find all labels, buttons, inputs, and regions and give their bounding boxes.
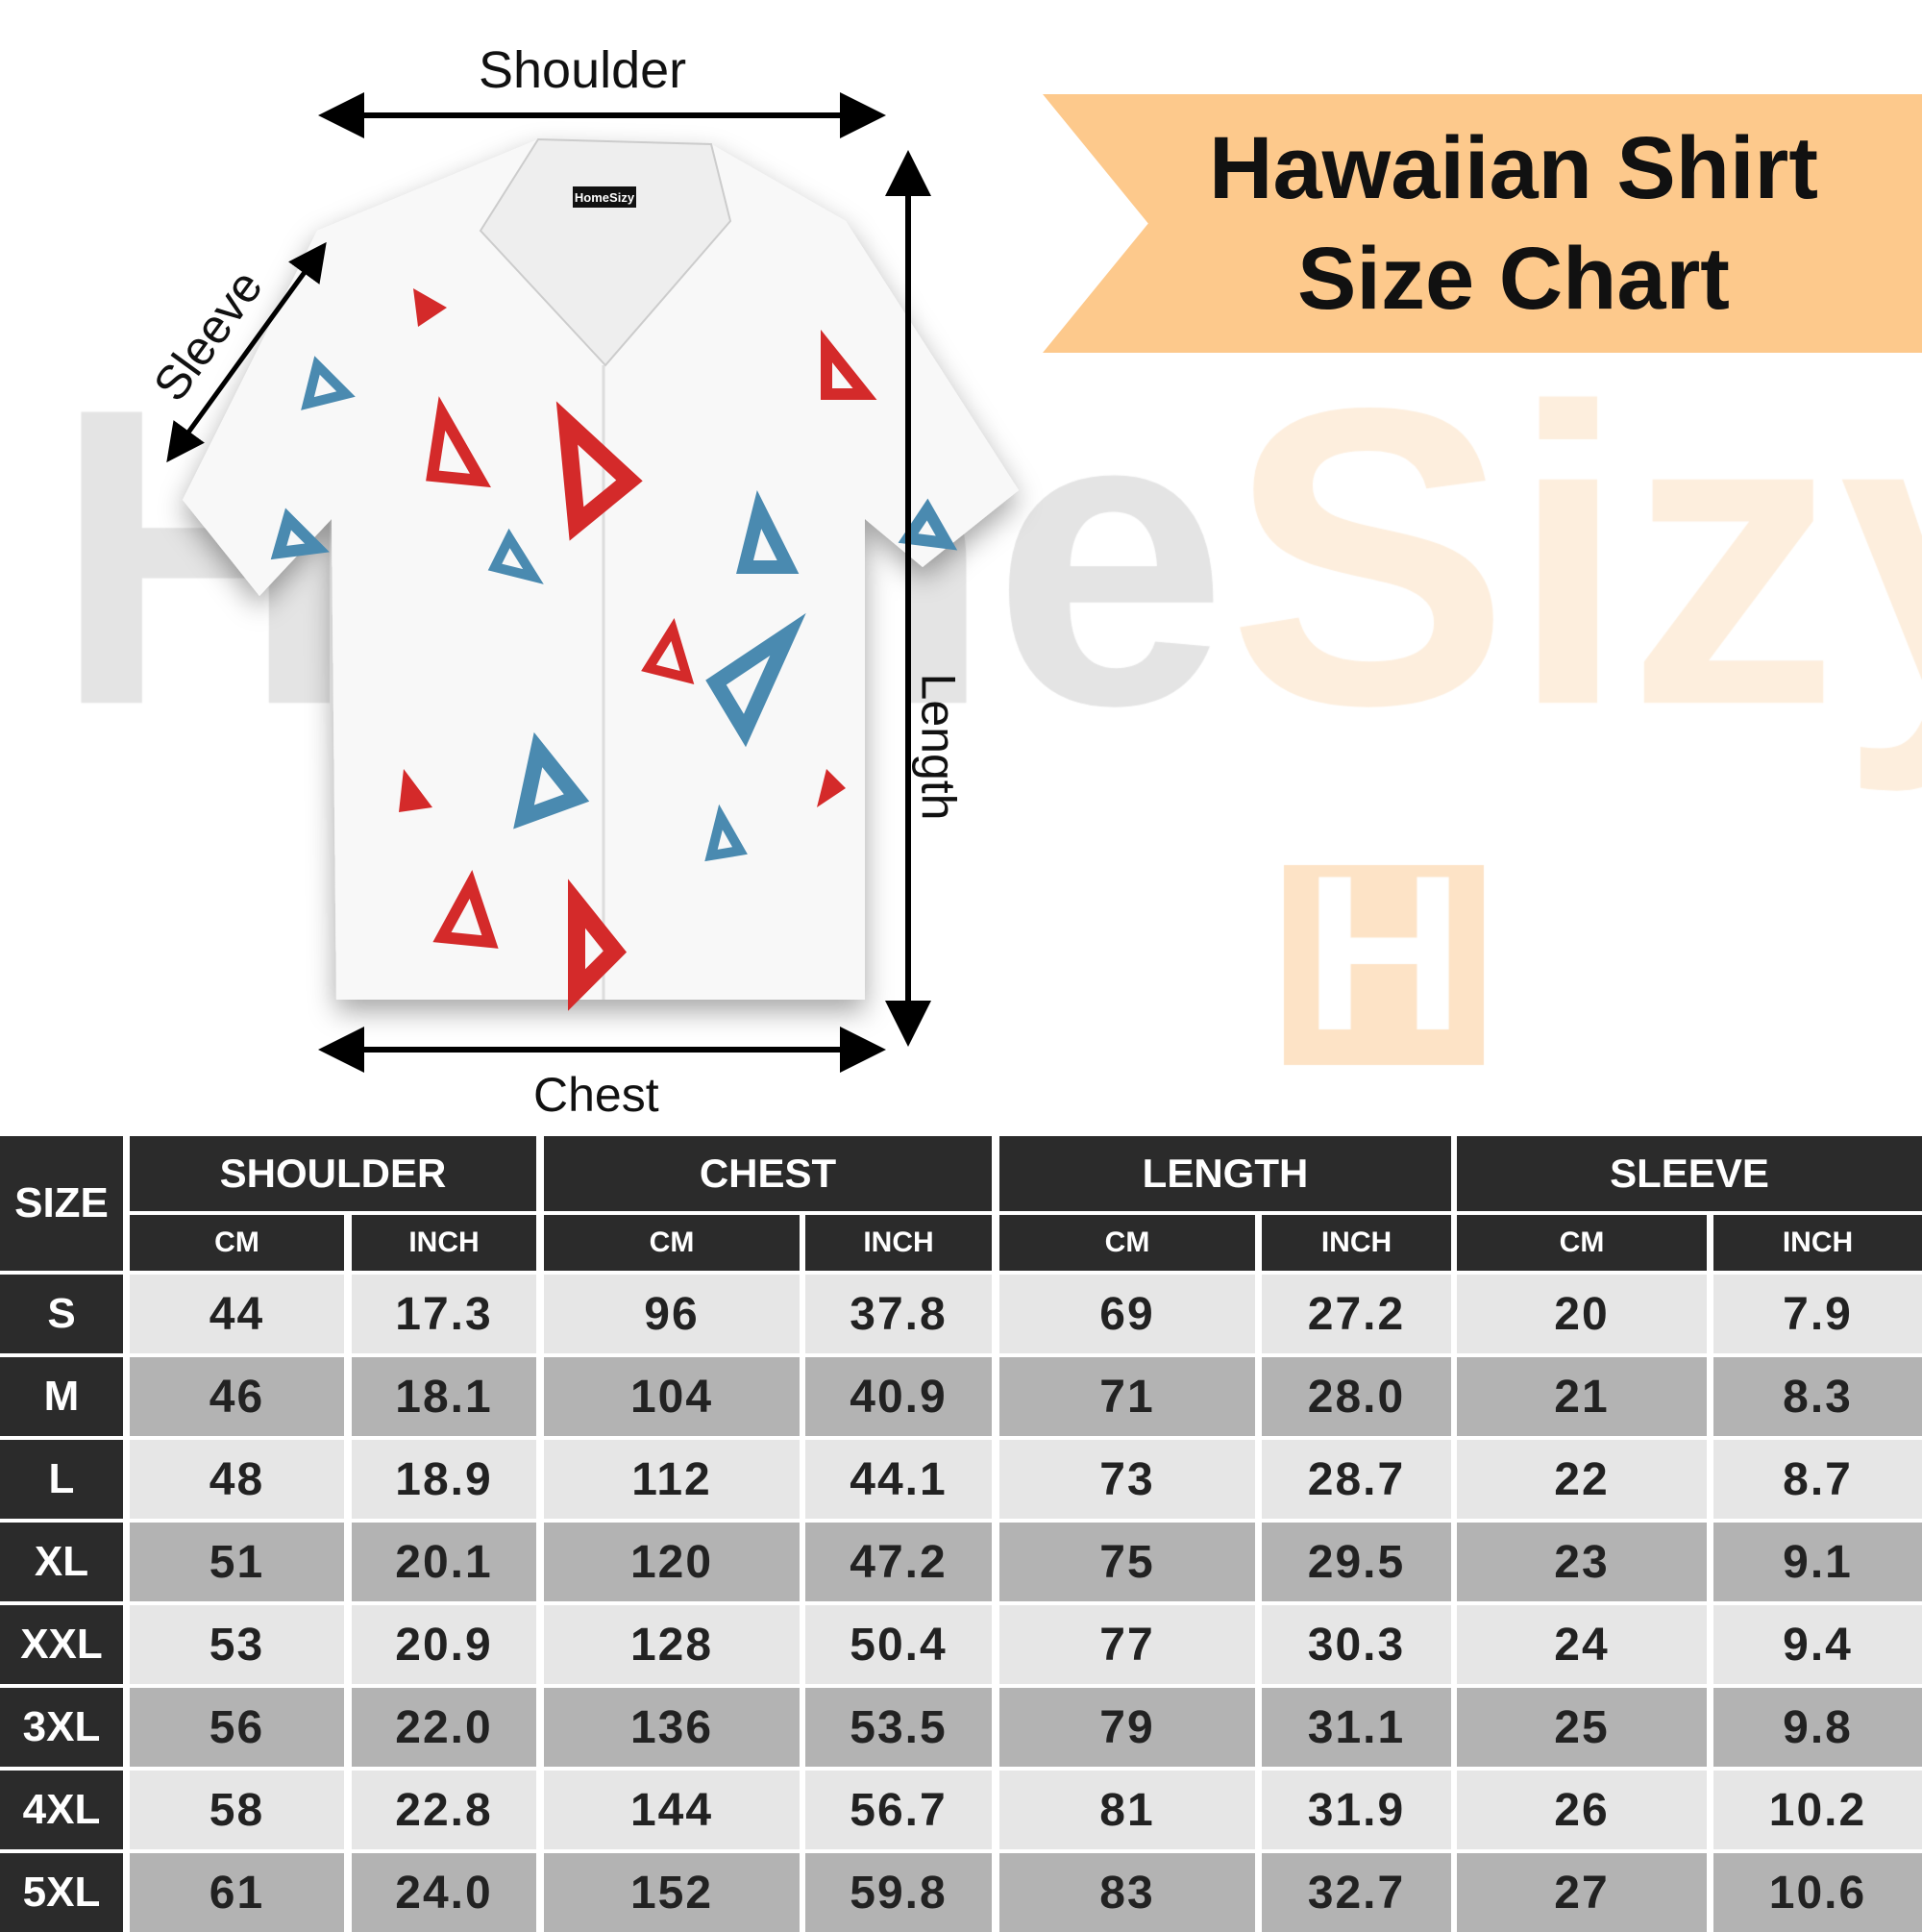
table-cell: 28.7 (1262, 1440, 1451, 1519)
table-cell: 24.0 (352, 1853, 536, 1932)
size-chart-table: SIZE SHOULDER CHEST LENGTH SLEEVE CM INCH CM INC… (0, 1136, 1922, 1932)
table-cell: 32.7 (1262, 1853, 1451, 1932)
table-cell: 47.2 (805, 1523, 992, 1601)
table-cell: 8.3 (1713, 1357, 1922, 1436)
table-cell: 22 (1457, 1440, 1707, 1519)
table-cell: 29.5 (1262, 1523, 1451, 1601)
table-cell: 53 (130, 1605, 344, 1684)
table-cell: 20.9 (352, 1605, 536, 1684)
unit-header: INCH (1262, 1215, 1451, 1271)
table-cell: 48 (130, 1440, 344, 1519)
table-cell: 31.1 (1262, 1688, 1451, 1767)
table-cell: 112 (544, 1440, 800, 1519)
size-cell: M (0, 1357, 123, 1436)
table-cell: 10.6 (1713, 1853, 1922, 1932)
table-cell: 44 (130, 1275, 344, 1353)
group-header: SLEEVE (1457, 1136, 1922, 1211)
table-cell: 20.1 (352, 1523, 536, 1601)
shirt-illustration: HomeSizy (166, 92, 1019, 1073)
table-cell: 71 (999, 1357, 1255, 1436)
table-cell: 27.2 (1262, 1275, 1451, 1353)
table-cell: 22.8 (352, 1771, 536, 1849)
table-cell: 56.7 (805, 1771, 992, 1849)
table-cell: 56 (130, 1688, 344, 1767)
table-cell: 46 (130, 1357, 344, 1436)
table-cell: 50.4 (805, 1605, 992, 1684)
size-cell: 4XL (0, 1771, 123, 1849)
size-header: SIZE (0, 1136, 123, 1271)
table-cell: 30.3 (1262, 1605, 1451, 1684)
table-cell: 128 (544, 1605, 800, 1684)
page-title: Hawaiian Shirt Size Chart (1209, 119, 1818, 328)
unit-header: CM (999, 1215, 1255, 1271)
table-cell: 75 (999, 1523, 1255, 1601)
sleeve-arrow (166, 241, 327, 463)
table-cell: 37.8 (805, 1275, 992, 1353)
table-cell: 61 (130, 1853, 344, 1932)
table-cell: 31.9 (1262, 1771, 1451, 1849)
unit-header: CM (544, 1215, 800, 1271)
table-cell: 10.2 (1713, 1771, 1922, 1849)
table-cell: 25 (1457, 1688, 1707, 1767)
group-header: CHEST (544, 1136, 992, 1211)
table-cell: 73 (999, 1440, 1255, 1519)
chest-label: Chest (533, 1068, 659, 1122)
table-cell: 28.0 (1262, 1357, 1451, 1436)
table-cell: 7.9 (1713, 1275, 1922, 1353)
length-label: Length (911, 673, 966, 821)
table-cell: 22.0 (352, 1688, 536, 1767)
table-cell: 9.1 (1713, 1523, 1922, 1601)
table-cell: 9.8 (1713, 1688, 1922, 1767)
table-cell: 136 (544, 1688, 800, 1767)
table-cell: 83 (999, 1853, 1255, 1932)
size-cell: S (0, 1275, 123, 1353)
table-cell: 81 (999, 1771, 1255, 1849)
table-cell: 26 (1457, 1771, 1707, 1849)
shirt-tag: HomeSizy (575, 190, 635, 205)
unit-header: CM (130, 1215, 344, 1271)
table-cell: 44.1 (805, 1440, 992, 1519)
table-cell: 58 (130, 1771, 344, 1849)
unit-header: INCH (1713, 1215, 1922, 1271)
table-cell: 51 (130, 1523, 344, 1601)
table-cell: 9.4 (1713, 1605, 1922, 1684)
table-cell: 144 (544, 1771, 800, 1849)
table-cell: 27 (1457, 1853, 1707, 1932)
size-cell: XXL (0, 1605, 123, 1684)
table-cell: 17.3 (352, 1275, 536, 1353)
table-cell: 20 (1457, 1275, 1707, 1353)
size-cell: XL (0, 1523, 123, 1601)
unit-header: CM (1457, 1215, 1707, 1271)
title-banner (1043, 94, 1922, 353)
table-cell: 104 (544, 1357, 800, 1436)
table-cell: 77 (999, 1605, 1255, 1684)
table-cell: 23 (1457, 1523, 1707, 1601)
table-cell: 40.9 (805, 1357, 992, 1436)
unit-header: INCH (352, 1215, 536, 1271)
table-cell: 21 (1457, 1357, 1707, 1436)
table-cell: 8.7 (1713, 1440, 1922, 1519)
table-cell: 18.9 (352, 1440, 536, 1519)
size-cell: 5XL (0, 1853, 123, 1932)
table-cell: 18.1 (352, 1357, 536, 1436)
table-cell: 79 (999, 1688, 1255, 1767)
table-cell: 69 (999, 1275, 1255, 1353)
size-cell: 3XL (0, 1688, 123, 1767)
shoulder-label: Shoulder (479, 41, 687, 99)
table-cell: 152 (544, 1853, 800, 1932)
unit-header: INCH (805, 1215, 992, 1271)
group-header: SHOULDER (130, 1136, 536, 1211)
table-cell: 96 (544, 1275, 800, 1353)
group-header: LENGTH (999, 1136, 1451, 1211)
size-cell: L (0, 1440, 123, 1519)
table-cell: 120 (544, 1523, 800, 1601)
table-cell: 59.8 (805, 1853, 992, 1932)
table-cell: 24 (1457, 1605, 1707, 1684)
table-cell: 53.5 (805, 1688, 992, 1767)
